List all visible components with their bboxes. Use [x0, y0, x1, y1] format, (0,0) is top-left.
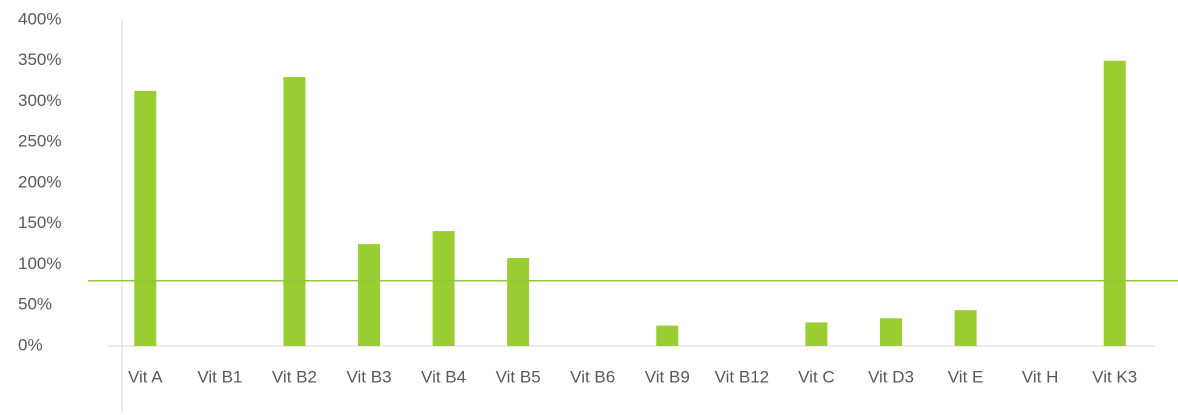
x-tick-label: Vit E [948, 367, 984, 386]
y-tick-label: 150% [18, 213, 61, 232]
bar [283, 77, 306, 347]
y-tick-label: 250% [18, 132, 61, 151]
bar [656, 325, 679, 346]
bar [805, 322, 828, 346]
x-tick-label: Vit B4 [421, 367, 466, 386]
bar [358, 244, 380, 346]
y-tick-label: 200% [18, 172, 61, 191]
y-tick-label: 0% [18, 335, 43, 354]
bar [134, 90, 157, 346]
x-tick-label: Vit B6 [570, 367, 615, 386]
x-tick-label: Vit B5 [496, 367, 541, 386]
bar [432, 231, 455, 346]
y-tick-label: 300% [18, 91, 61, 110]
x-tick-label: Vit D3 [868, 367, 914, 386]
x-tick-label: Vit B1 [197, 367, 242, 386]
bar [1103, 60, 1126, 346]
y-tick-label: 350% [18, 50, 61, 69]
bar [954, 310, 977, 346]
x-tick-label: Vit B9 [645, 367, 690, 386]
y-tick-label: 100% [18, 254, 61, 273]
x-tick-label: Vit B2 [272, 367, 317, 386]
bar [507, 257, 530, 346]
x-tick-label: Vit C [798, 367, 835, 386]
x-tick-label: Vit B12 [715, 367, 770, 386]
x-tick-label: Vit H [1022, 367, 1059, 386]
x-tick-label: Vit B3 [346, 367, 391, 386]
y-tick-label: 400% [18, 9, 61, 28]
x-tick-label: Vit K3 [1092, 367, 1137, 386]
bar [880, 318, 902, 346]
y-tick-label: 50% [18, 295, 52, 314]
x-tick-label: Vit A [128, 367, 163, 386]
